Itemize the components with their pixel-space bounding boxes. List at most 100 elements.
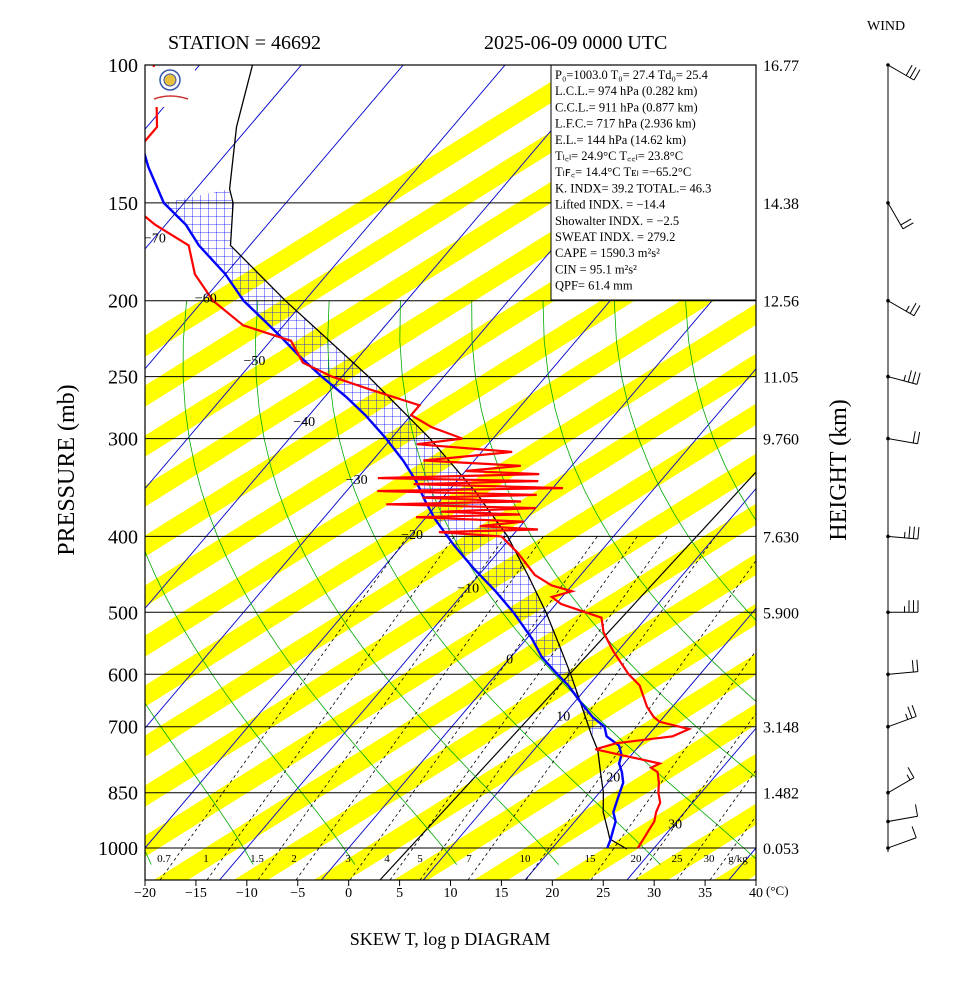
wind-barb-flag [917,527,920,540]
isotherm-label: −90 [46,107,68,122]
height-tick-label: 1.482 [763,786,799,803]
x-tick-label: 5 [396,886,403,901]
x-tick-label: 20 [545,886,559,901]
isotherm-labels: −90 −80 −70 −60 −50 −40 −30 −20 −10 0 10 20 30 [46,107,682,832]
isotherm-label: 20 [606,770,620,785]
wind-barb-flag [902,222,914,230]
isotherm-line [145,65,404,370]
x-tick-label: 25 [596,886,610,901]
parcel-profile-line [228,65,628,850]
dewpoint-profile-line [145,151,625,849]
mixing-ratio-label: 2 [291,853,297,865]
x-tick-label: 30 [647,886,661,901]
isotherm-line [145,65,302,250]
cape-hatch-area [163,189,605,735]
isotherm-label: −70 [144,231,166,246]
mixing-ratio-line [206,536,455,880]
height-tick-label: 12.56 [763,294,799,311]
wind-barb-flag [911,826,917,838]
moist-adiabat-line [399,300,756,860]
mixing-ratio-line [349,536,598,880]
x-tick-label: 10 [444,886,458,901]
pressure-tick-label: 600 [108,664,138,686]
moist-adiabat-line [145,702,254,865]
height-tick-label: 5.900 [763,605,799,622]
height-tick-label: 11.05 [763,370,798,387]
moist-adiabat-line [327,300,661,865]
stability-band [153,503,756,880]
x-tick-label: −5 [290,886,305,901]
wind-barb-column [886,63,921,852]
isotherm-label: −80 [98,166,120,181]
stability-band [393,653,756,880]
height-tick-label: 7.630 [763,529,799,546]
mixing-ratio-line [467,536,716,880]
isotherm-line [219,248,756,880]
wind-label: WIND [867,19,905,34]
wind-barb-flag [913,69,921,81]
wind-barb-flag [905,64,913,76]
height-axis-title: HEIGHT (km) [826,399,852,541]
datetime-label: 2025-06-09 0000 UTC [484,32,667,54]
pressure-tick-label: 700 [108,717,138,739]
index-line: Lifted INDX. = −14.4 [555,198,666,212]
mixing-ratio-label: 7 [466,853,472,865]
mixing-ratio-line [389,536,638,880]
isotherm-label: 10 [556,709,570,724]
mixing-ratio-label: 10 [520,853,532,865]
isotherm-label: −20 [401,528,423,543]
height-tick-label: 16.77 [763,58,799,75]
wind-barb-flag [916,372,921,385]
isotherm-label: −30 [346,473,368,488]
stability-band [953,29,960,880]
stability-band [233,553,756,880]
wind-barb-half-flag [903,374,906,381]
mixing-ratio-line [419,536,668,880]
mixing-ratio-line [590,650,756,880]
index-line: SWEAT INDX. = 279.2 [555,230,675,244]
height-tick-label: 14.38 [763,196,799,213]
pressure-tick-label: 850 [108,783,138,805]
moist-adiabat-line [685,300,756,521]
isotherm-label: −40 [293,415,315,430]
moist-adiabat-line [182,300,458,865]
stability-band [145,453,756,857]
stability-band [473,703,756,880]
wind-barb-flag [907,706,913,719]
isotherm-label: 0 [506,653,513,668]
indices-panel [550,64,757,301]
x-tick-label: 35 [698,886,712,901]
isotherm-line [524,607,756,880]
mixing-ratio-line [295,536,544,880]
station-label: STATION = 46692 [168,32,321,54]
pressure-tick-label: 1000 [98,838,138,860]
index-line: Showalter INDX. = −2.5 [555,214,679,228]
x-tick-label: 0 [345,886,352,901]
wind-barb-shaft [887,671,918,675]
isotherm-label: 30 [668,817,682,832]
diagram-title: SKEW T, log p DIAGRAM [350,929,551,949]
x-unit-label: (°C) [766,883,789,898]
pressure-tick-label: 250 [108,367,138,389]
stability-band [713,853,756,880]
wind-barb-shaft [887,777,915,794]
moist-adiabat-line [145,550,356,865]
index-line: E.L.= 144 hPa (14.62 km) [555,133,686,147]
x-tick-label: 40 [749,886,763,901]
index-line: CIN = 95.1 m²s² [555,262,637,276]
stability-band [145,353,756,757]
mixing-ratio-label: 15 [585,853,597,865]
wind-barb-shaft [887,815,918,822]
isotherm-label: −10 [457,582,479,597]
indices-text: P₀=1003.0 T₀= 27.4 Td₀= 25.4 L.C.L.= 974 … [555,68,711,293]
wind-barb-half-flag [905,713,909,720]
x-tick-label: −20 [134,886,156,901]
mixing-ratio-label: 20 [631,853,643,865]
stability-band [873,29,960,880]
wind-barb-flag [911,660,914,673]
mixing-ratio-labels: 0.7 1 1.5 2 3 4 5 7 10 15 20 25 30 g/kg [157,853,748,865]
index-line: CAPE = 1590.3 m²s² [555,246,660,260]
index-line: K. INDX= 39.2 TOTAL.= 46.3 [555,181,711,195]
isotherm-line [422,487,756,880]
wind-barb-flag [916,659,919,672]
